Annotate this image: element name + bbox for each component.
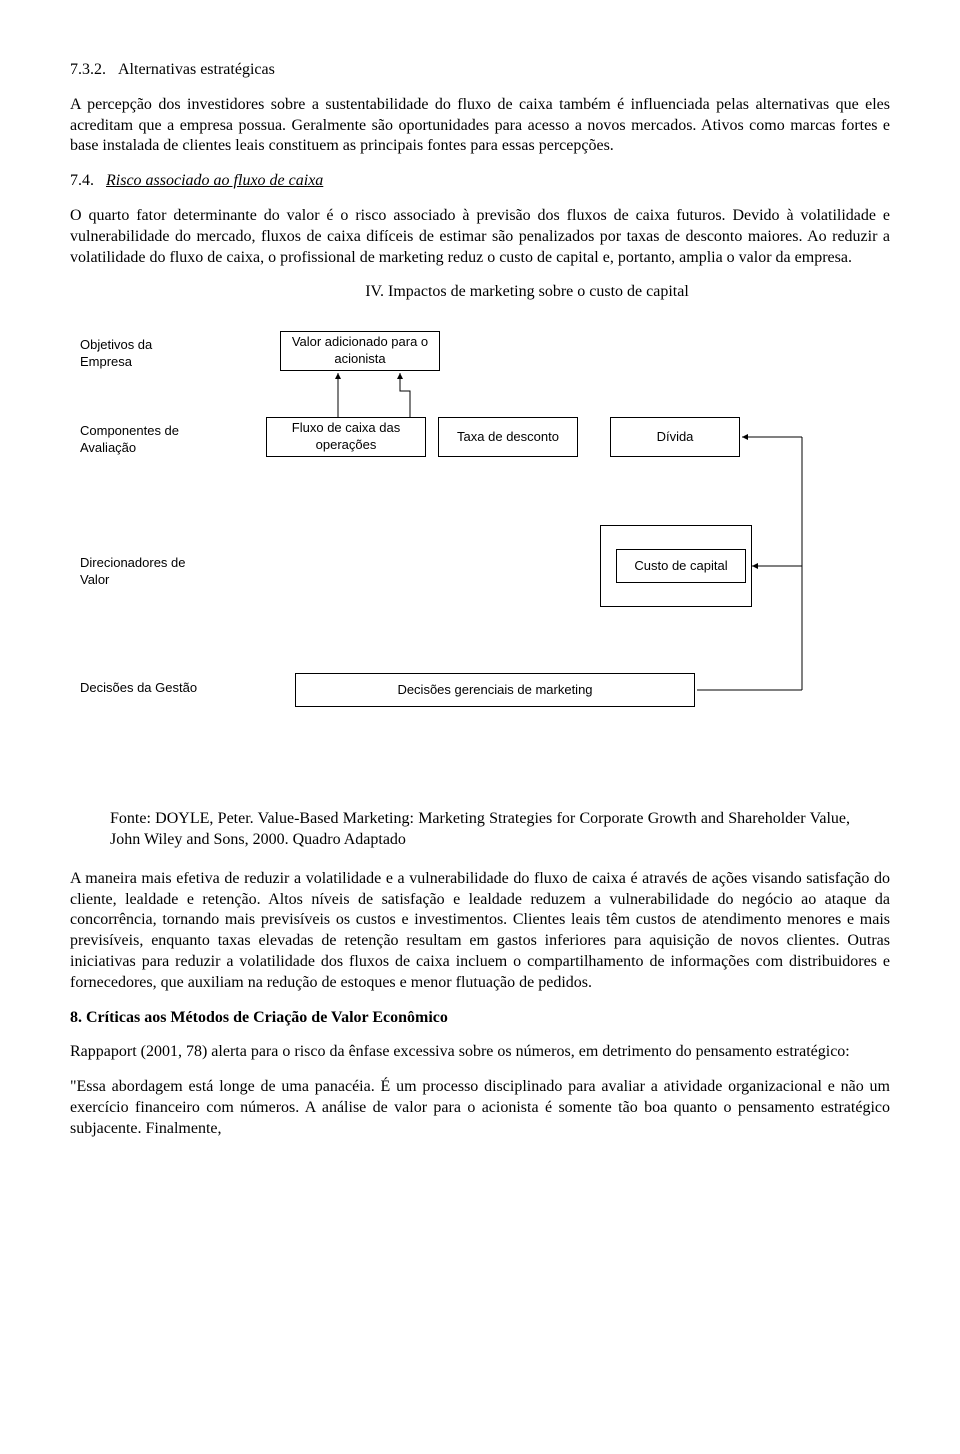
box-valor-adicionado: Valor adicionado para o acionista <box>280 331 440 371</box>
heading-number: 7.4. <box>70 172 94 189</box>
heading-8: 8. Críticas aos Métodos de Criação de Va… <box>70 1008 890 1029</box>
box-fluxo-caixa: Fluxo de caixa das operações <box>266 417 426 457</box>
row-label-direcionadores: Direcionadores de Valor <box>80 555 200 589</box>
heading-number: 7.3.2. <box>70 61 106 78</box>
paragraph: A maneira mais efetiva de reduzir a vola… <box>70 869 890 994</box>
heading-7-4: 7.4. Risco associado ao fluxo de caixa <box>70 171 890 192</box>
box-divida: Dívida <box>610 417 740 457</box>
diagram-title: IV. Impactos de marketing sobre o custo … <box>365 282 890 303</box>
paragraph-quote: "Essa abordagem está longe de uma panacé… <box>70 1077 890 1139</box>
heading-text: Risco associado ao fluxo de caixa <box>106 172 323 189</box>
diagram: Objetivos da Empresa Componentes de Aval… <box>70 325 890 785</box>
heading-text: Alternativas estratégicas <box>118 61 275 78</box>
paragraph: O quarto fator determinante do valor é o… <box>70 206 890 268</box>
box-taxa-desconto: Taxa de desconto <box>438 417 578 457</box>
box-decisoes-marketing: Decisões gerenciais de marketing <box>295 673 695 707</box>
heading-7-3-2: 7.3.2. Alternativas estratégicas <box>70 60 890 81</box>
paragraph: Rappaport (2001, 78) alerta para o risco… <box>70 1042 890 1063</box>
row-label-componentes: Componentes de Avaliação <box>80 423 200 457</box>
paragraph: A percepção dos investidores sobre a sus… <box>70 95 890 157</box>
row-label-decisoes: Decisões da Gestão <box>80 680 200 697</box>
row-label-objetivos: Objetivos da Empresa <box>80 337 200 371</box>
box-custo-capital: Custo de capital <box>616 549 746 583</box>
fonte-citation: Fonte: DOYLE, Peter. Value-Based Marketi… <box>110 809 850 851</box>
